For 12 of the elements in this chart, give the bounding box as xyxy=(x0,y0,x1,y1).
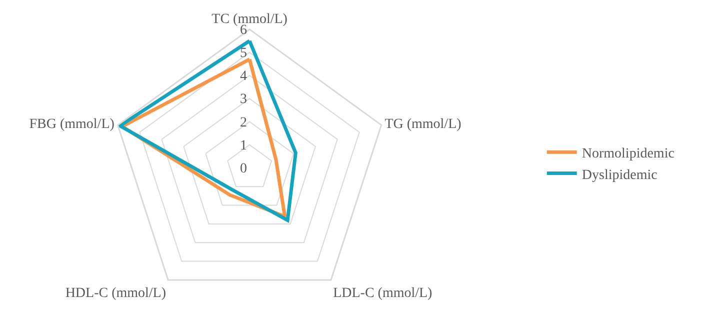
legend-label: Normolipidemic xyxy=(582,146,674,162)
legend-label: Dyslipidemic xyxy=(582,168,658,183)
y-tick-label: 5 xyxy=(240,46,247,61)
y-tick-label: 2 xyxy=(240,115,247,130)
spoke-label: TG (mmol/L) xyxy=(384,116,462,132)
spoke-label: LDL-C (mmol/L) xyxy=(333,286,433,302)
spoke-label: FBG (mmol/L) xyxy=(29,116,115,132)
y-tick-label: 4 xyxy=(240,69,247,84)
y-tick-label: 3 xyxy=(240,92,247,108)
y-tick-label: 1 xyxy=(240,138,247,154)
y-tick-label: 0 xyxy=(240,161,247,176)
spoke-label: HDL-C (mmol/L) xyxy=(65,286,166,302)
